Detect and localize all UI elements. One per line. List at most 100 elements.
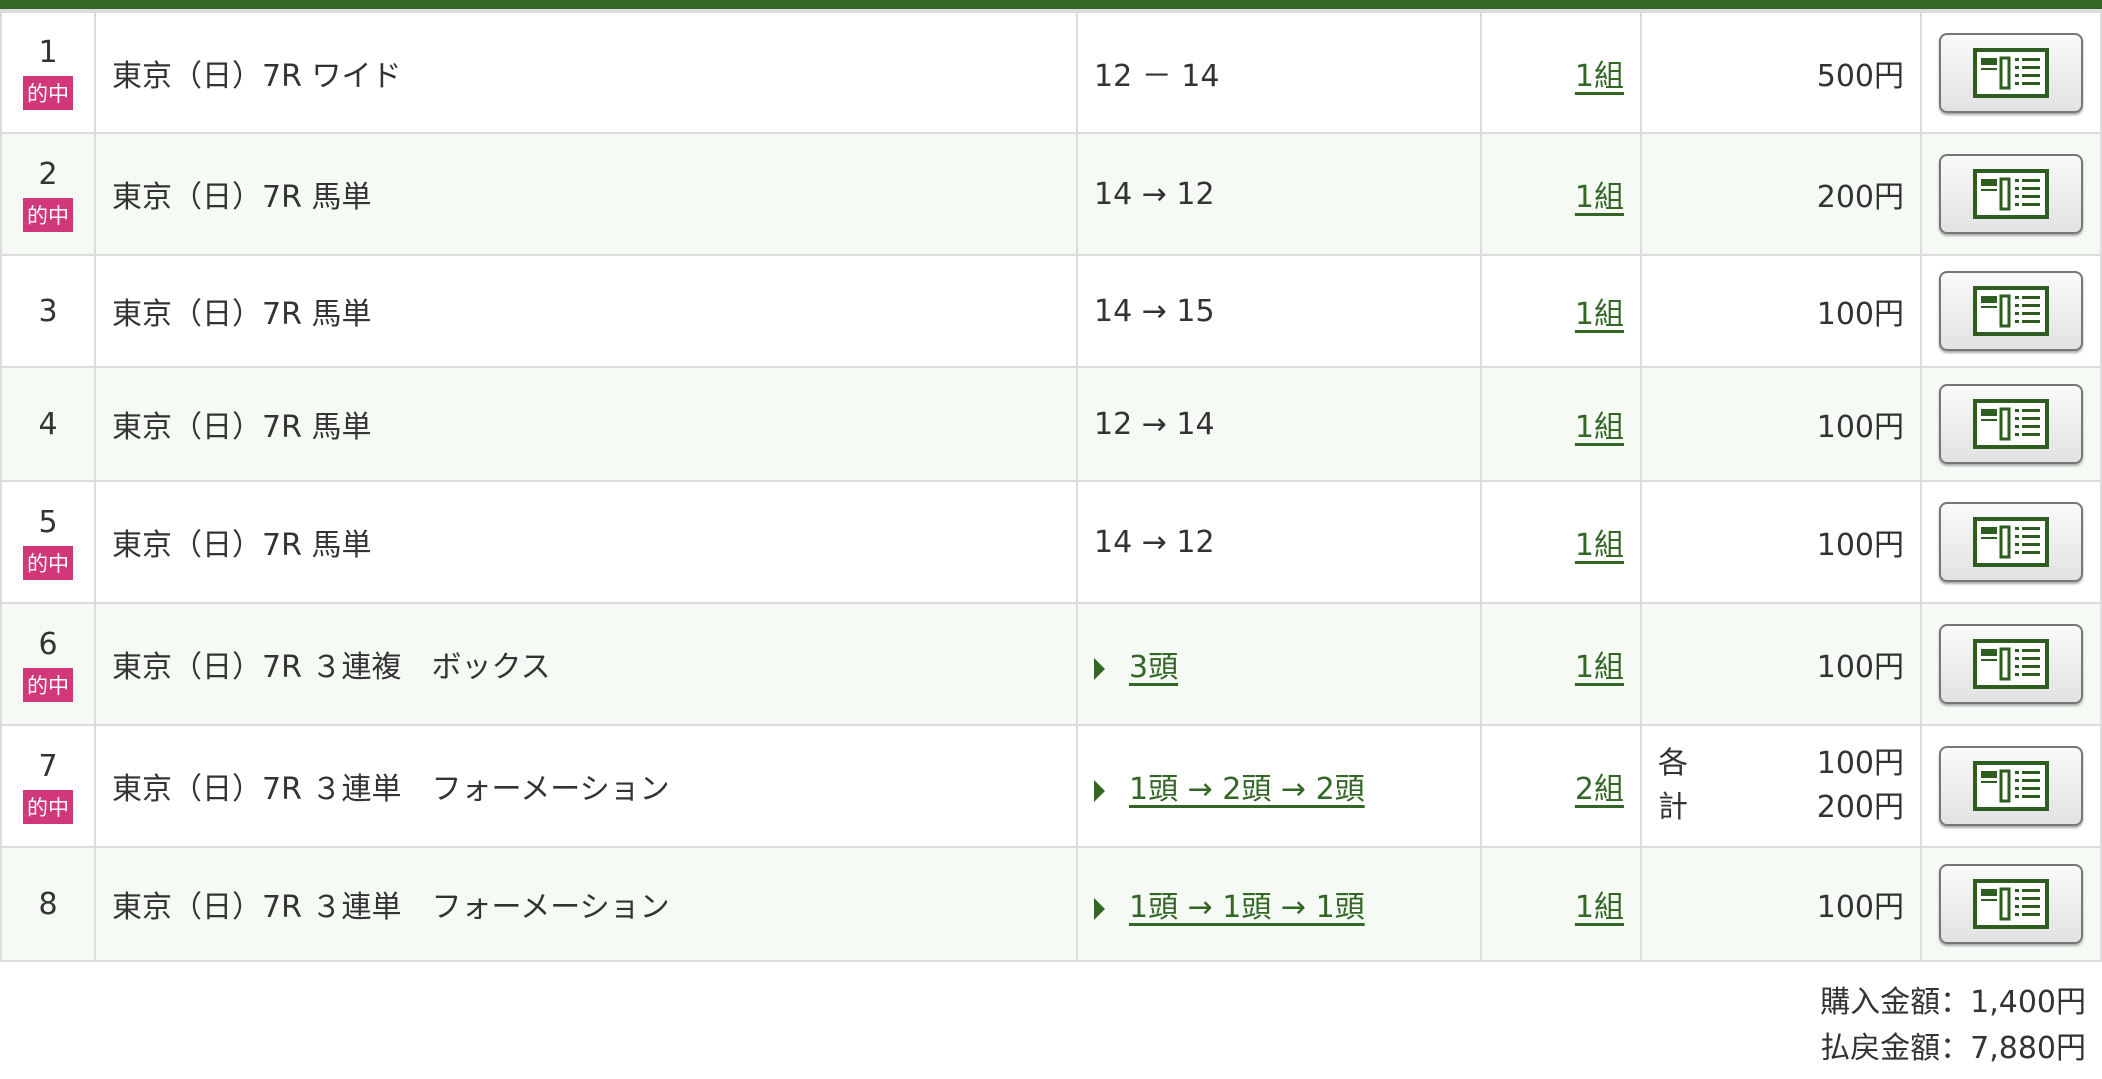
sets-link[interactable]: 1組: [1574, 410, 1624, 445]
combo-cell: 14 → 15: [1076, 254, 1482, 368]
sets-cell: 1組: [1480, 480, 1642, 604]
combo: 14 → 12: [1094, 524, 1215, 560]
combo-cell: 3頭: [1076, 602, 1482, 726]
detail-button[interactable]: [1939, 746, 2083, 826]
amount-cell: 100円: [1640, 366, 1922, 482]
table-row: 3 東京（日）7R 馬単 14 → 15 1組 100円: [0, 254, 2102, 368]
row-number: 8: [38, 886, 58, 922]
hit-badge: 的中: [23, 197, 73, 232]
combo: 12 － 14: [1094, 58, 1220, 94]
race-label: 東京（日）7R 馬単: [112, 297, 372, 332]
detail-cell: [1920, 602, 2102, 726]
table-row: 6 的中 東京（日）7R ３連複 ボックス 3頭 1組 100円: [0, 602, 2102, 726]
amount-cell: 100円: [1640, 254, 1922, 368]
race-label: 東京（日）7R 馬単: [112, 528, 372, 563]
combo: 14 → 15: [1094, 293, 1215, 329]
table-row: 7 的中 東京（日）7R ３連単 フォーメーション 1頭 → 2頭 → 2頭 2組…: [0, 724, 2102, 848]
row-number: 4: [38, 406, 58, 442]
expand-triangle-icon[interactable]: [1094, 657, 1105, 680]
row-number-cell: 2 的中: [0, 132, 96, 256]
combo: 14 → 12: [1094, 176, 1215, 212]
row-number: 2: [38, 156, 58, 192]
ticket-detail-icon: [1973, 761, 2049, 811]
race-cell: 東京（日）7R 馬単: [94, 132, 1078, 256]
ticket-detail-icon: [1973, 47, 2049, 98]
detail-button[interactable]: [1939, 271, 2083, 351]
combo-cell: 12 － 14: [1076, 11, 1482, 134]
amount: 100円: [1816, 297, 1904, 332]
race-label: 東京（日）7R ３連単 フォーメーション: [112, 890, 670, 925]
ticket-detail-icon: [1973, 399, 2049, 449]
race-label: 東京（日）7R ３連複 ボックス: [112, 650, 551, 685]
sets-link[interactable]: 2組: [1574, 772, 1624, 807]
payout-total: 払戻金額：7,880円: [1820, 1031, 2086, 1066]
each-label: 各: [1658, 746, 1688, 781]
row-number: 5: [38, 504, 58, 540]
race-cell: 東京（日）7R 馬単: [94, 366, 1078, 482]
table-header-bar: [0, 0, 2102, 11]
expand-triangle-icon[interactable]: [1094, 779, 1105, 802]
detail-cell: [1920, 254, 2102, 368]
table-row: 5 的中 東京（日）7R 馬単 14 → 12 1組 100円: [0, 480, 2102, 604]
ticket-detail-icon: [1973, 286, 2049, 336]
combo-cell: 1頭 → 2頭 → 2頭: [1076, 724, 1482, 848]
sets-link[interactable]: 1組: [1574, 297, 1624, 332]
sets-cell: 1組: [1480, 254, 1642, 368]
sets-cell: 1組: [1480, 132, 1642, 256]
amount: 100円: [1816, 410, 1904, 445]
ticket-detail-icon: [1973, 169, 2049, 219]
detail-button[interactable]: [1939, 384, 2083, 464]
race-cell: 東京（日）7R 馬単: [94, 480, 1078, 604]
detail-cell: [1920, 366, 2102, 482]
detail-button[interactable]: [1939, 624, 2083, 704]
total: 200円: [1816, 790, 1904, 825]
table-row: 8 東京（日）7R ３連単 フォーメーション 1頭 → 1頭 → 1頭 1組 1…: [0, 846, 2102, 962]
amount-cell: 各 100円計 200円: [1640, 724, 1922, 848]
combo-link[interactable]: 3頭: [1129, 650, 1179, 685]
amount-cell: 200円: [1640, 132, 1922, 256]
table-row: 2 的中 東京（日）7R 馬単 14 → 12 1組 200円: [0, 132, 2102, 256]
race-label: 東京（日）7R ワイド: [112, 58, 402, 94]
combo-cell: 1頭 → 1頭 → 1頭: [1076, 846, 1482, 962]
combo-cell: 12 → 14: [1076, 366, 1482, 482]
totals: 購入金額：1,400円 払戻金額：7,880円: [0, 962, 2102, 1072]
purchase-total: 購入金額：1,400円: [1820, 985, 2086, 1020]
amount-cell: 100円: [1640, 480, 1922, 604]
row-number-cell: 1 的中: [0, 11, 96, 134]
sets-link[interactable]: 1組: [1574, 528, 1624, 563]
combo: 12 → 14: [1094, 406, 1215, 442]
row-number-cell: 7 的中: [0, 724, 96, 848]
sets-link[interactable]: 1組: [1574, 650, 1624, 685]
table-row: 4 東京（日）7R 馬単 12 → 14 1組 100円: [0, 366, 2102, 482]
expand-triangle-icon[interactable]: [1094, 897, 1105, 920]
sets-link[interactable]: 1組: [1574, 58, 1624, 94]
detail-button[interactable]: [1939, 864, 2083, 944]
combo-link[interactable]: 1頭 → 2頭 → 2頭: [1129, 772, 1365, 807]
total-label: 計: [1658, 790, 1688, 825]
sets-cell: 1組: [1480, 366, 1642, 482]
table-row: 1 的中 東京（日）7R ワイド 12 － 14 1組 500円: [0, 11, 2102, 134]
hit-badge: 的中: [23, 76, 73, 110]
sets-link[interactable]: 1組: [1574, 180, 1624, 215]
detail-button[interactable]: [1939, 32, 2083, 113]
detail-button[interactable]: [1939, 502, 2083, 582]
ticket-detail-icon: [1973, 879, 2049, 929]
row-number: 7: [38, 748, 58, 784]
hit-badge: 的中: [23, 545, 73, 580]
amount-cell: 100円: [1640, 602, 1922, 726]
race-label: 東京（日）7R 馬単: [112, 410, 372, 445]
amount-cell: 100円: [1640, 846, 1922, 962]
row-number: 6: [38, 626, 58, 662]
sets-cell: 1組: [1480, 846, 1642, 962]
race-cell: 東京（日）7R 馬単: [94, 254, 1078, 368]
combo-link[interactable]: 1頭 → 1頭 → 1頭: [1129, 890, 1365, 925]
row-number-cell: 8: [0, 846, 96, 962]
sets-link[interactable]: 1組: [1574, 890, 1624, 925]
race-cell: 東京（日）7R ３連複 ボックス: [94, 602, 1078, 726]
detail-cell: [1920, 846, 2102, 962]
detail-cell: [1920, 11, 2102, 134]
row-number-cell: 5 的中: [0, 480, 96, 604]
hit-badge: 的中: [23, 789, 73, 824]
detail-button[interactable]: [1939, 154, 2083, 234]
row-number-cell: 3: [0, 254, 96, 368]
